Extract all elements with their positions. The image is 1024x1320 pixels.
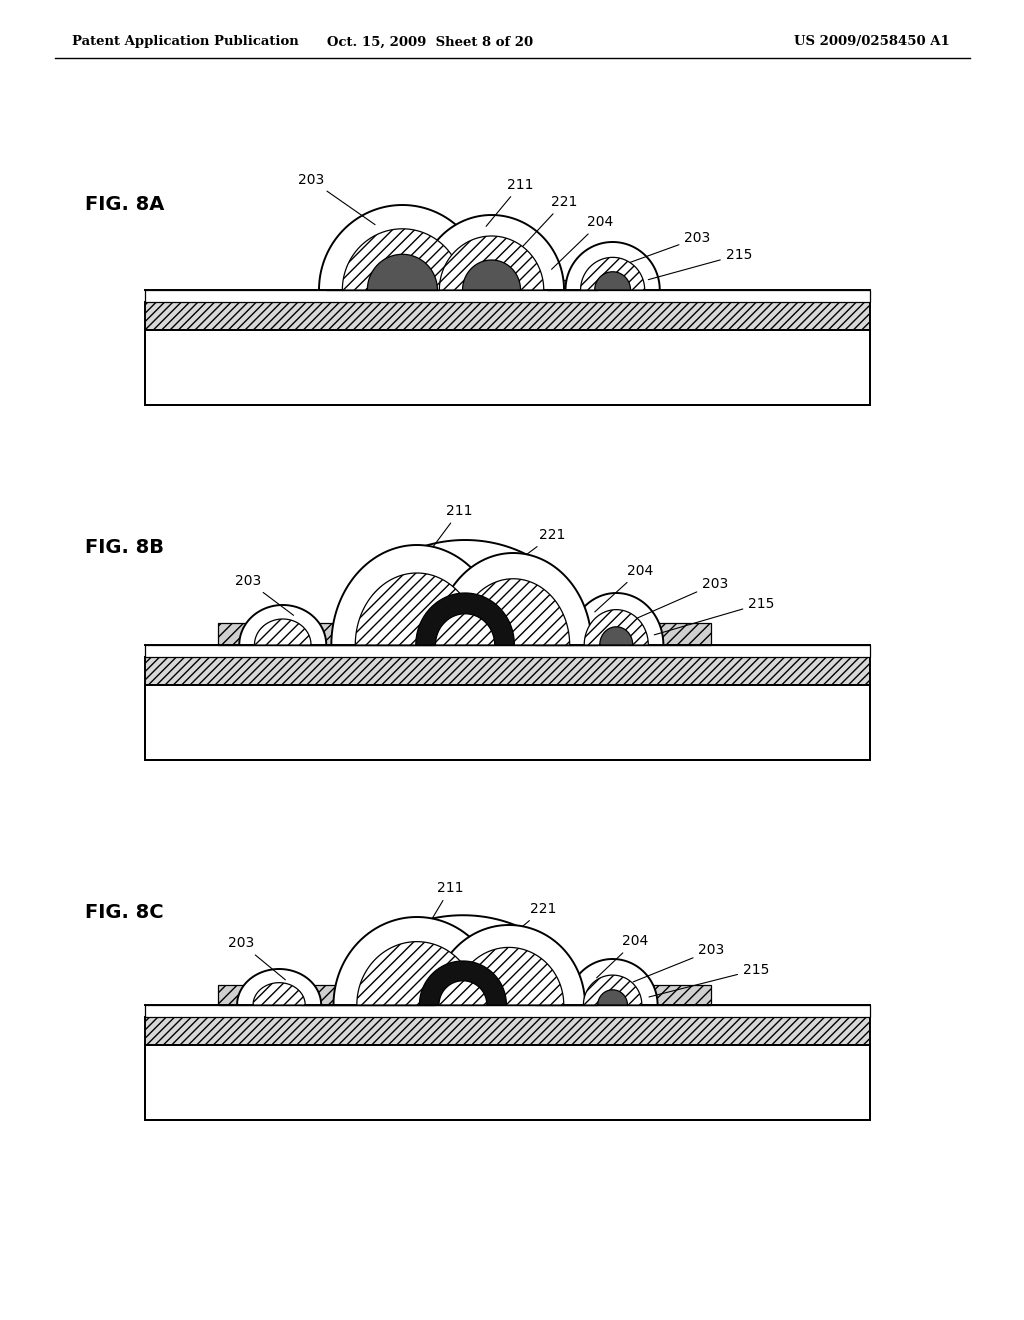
Bar [301,630,435,645]
Text: Patent Application Publication: Patent Application Publication [72,36,299,49]
Polygon shape [332,545,503,645]
Bar [145,1045,870,1119]
Text: Oct. 15, 2009  Sheet 8 of 20: Oct. 15, 2009 Sheet 8 of 20 [327,36,534,49]
Polygon shape [584,975,642,1005]
Polygon shape [419,215,564,290]
Text: FIG. 8C: FIG. 8C [85,903,164,921]
Polygon shape [565,242,659,290]
Polygon shape [585,610,648,645]
Text: 221: 221 [500,528,565,574]
Polygon shape [439,236,544,290]
Polygon shape [253,982,305,1005]
Text: US 2009/0258450 A1: US 2009/0258450 A1 [795,36,950,49]
Bar [536,995,597,1005]
Bar [145,330,870,405]
Polygon shape [348,915,578,1005]
Text: 215: 215 [649,962,769,997]
Polygon shape [598,990,628,1005]
Bar [301,989,435,1005]
Text: 215: 215 [654,597,774,635]
Text: 203: 203 [638,577,728,618]
Bar [536,635,597,645]
Polygon shape [334,917,501,1005]
Polygon shape [567,960,657,1005]
Polygon shape [439,981,486,1005]
Polygon shape [344,540,586,645]
Polygon shape [240,605,327,645]
Polygon shape [342,228,463,290]
Bar [145,1016,870,1045]
Polygon shape [255,619,311,645]
Text: FIG. 8B: FIG. 8B [85,539,164,557]
Polygon shape [569,593,664,645]
Text: 221: 221 [522,195,578,247]
Text: 204: 204 [595,564,653,612]
Bar [217,623,711,645]
Text: 211: 211 [427,504,473,554]
Polygon shape [600,627,633,645]
Text: 204: 204 [597,935,648,978]
Polygon shape [435,614,495,645]
Bar [217,985,711,1005]
Bar [548,280,598,290]
Text: 203: 203 [234,574,294,615]
Text: 204: 204 [552,215,613,269]
Bar [145,290,870,302]
Text: 211: 211 [427,882,464,928]
Text: FIG. 8A: FIG. 8A [85,195,165,214]
Text: 203: 203 [630,231,711,263]
Polygon shape [463,260,520,290]
Text: 203: 203 [228,936,286,979]
Polygon shape [454,948,564,1005]
Polygon shape [355,573,478,645]
Bar [145,685,870,760]
Bar [145,302,870,330]
Text: 215: 215 [648,248,752,280]
Bar [145,1005,870,1016]
Polygon shape [416,593,514,645]
Polygon shape [238,969,322,1005]
Polygon shape [368,255,437,290]
Text: 221: 221 [500,902,556,945]
Polygon shape [433,925,585,1005]
Polygon shape [457,578,569,645]
Polygon shape [595,272,631,290]
Text: 203: 203 [633,944,725,982]
Bar [327,276,438,290]
Polygon shape [581,257,645,290]
Bar [145,657,870,685]
Bar [145,645,870,657]
Polygon shape [420,961,507,1005]
Text: 211: 211 [486,178,534,226]
Polygon shape [435,553,592,645]
Text: 203: 203 [298,173,375,224]
Polygon shape [356,941,477,1005]
Polygon shape [319,205,485,290]
